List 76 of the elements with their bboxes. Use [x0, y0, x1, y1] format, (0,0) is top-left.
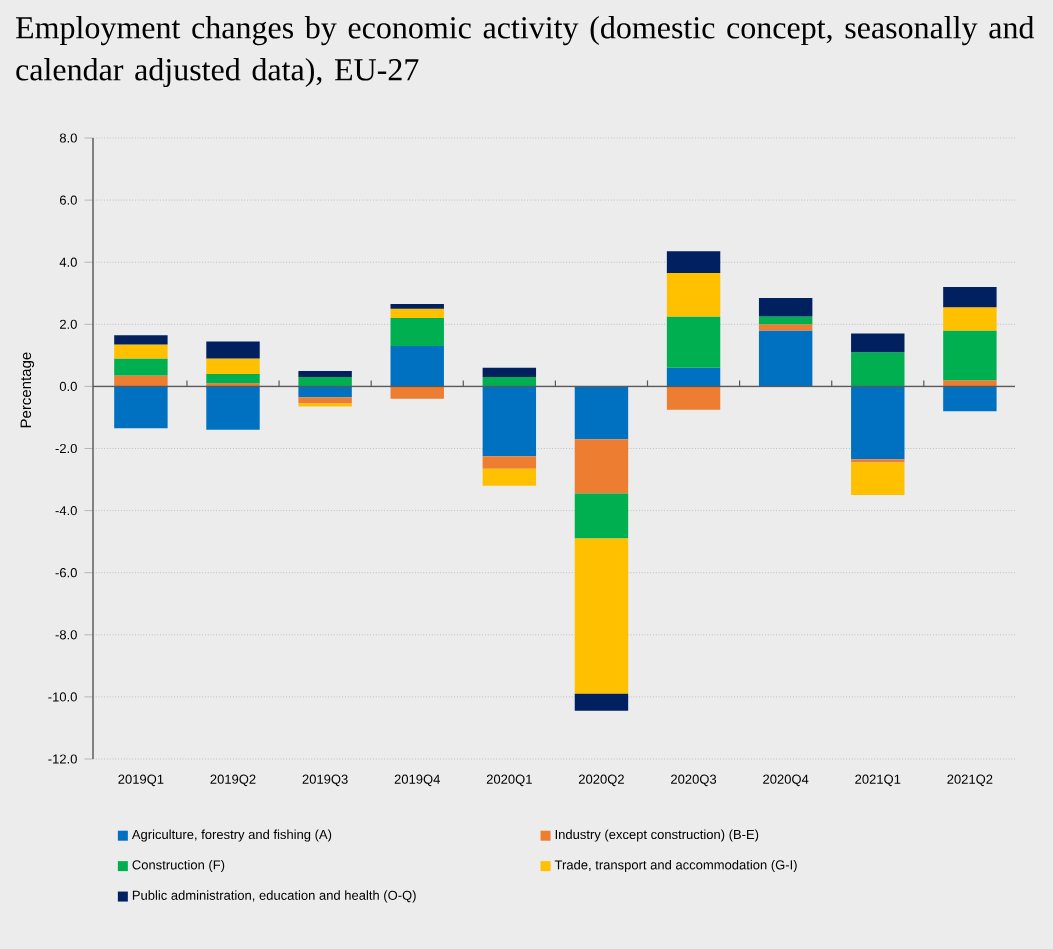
chart-title: Employment changes by economic activity (domestic concept, seasonally and calendar adjusted data), EU-27 [15, 16, 1035, 88]
bar [943, 386, 997, 412]
bar [482, 468, 537, 486]
legend-label: Agriculture, forestry and fishing (A) [131, 829, 332, 842]
y-tick-label: 0.0 [59, 381, 77, 391]
bar [758, 297, 813, 317]
x-tick-label: 2019Q3 [302, 774, 348, 787]
x-tick-label: 2020Q4 [763, 774, 809, 787]
bar [574, 693, 629, 711]
bar [390, 304, 444, 309]
bar [206, 373, 260, 384]
x-tick-label: 2019Q4 [394, 774, 440, 787]
y-tick-label: -2.0 [55, 443, 77, 454]
bar [390, 318, 444, 347]
x-tick-label: 2020Q3 [671, 774, 717, 787]
bar [482, 456, 537, 469]
bar [298, 397, 352, 404]
bar [114, 375, 168, 387]
bar [574, 538, 629, 694]
y-tick-label: 4.0 [59, 257, 77, 267]
bar [851, 333, 905, 353]
bar [114, 358, 168, 376]
legend-label: Public administration, education and health (O-Q) [132, 890, 416, 903]
bar [758, 324, 813, 331]
bar [390, 308, 444, 319]
x-tick-label: 2020Q2 [578, 774, 624, 787]
bar [390, 386, 444, 399]
x-tick-label: 2019Q2 [210, 774, 256, 787]
bar [851, 459, 905, 463]
bar [298, 386, 352, 398]
bar [298, 403, 352, 407]
bar [114, 386, 168, 429]
bar [206, 383, 260, 387]
bar [943, 287, 997, 308]
bar [851, 386, 905, 460]
bar [666, 367, 721, 387]
y-tick-label: -10.0 [48, 692, 77, 702]
y-tick-label: 2.0 [59, 319, 77, 329]
y-axis-title: Percentage [20, 352, 35, 428]
bar [666, 251, 721, 274]
bar [851, 462, 905, 496]
bar [298, 370, 352, 378]
bar [114, 335, 168, 345]
bar [482, 386, 537, 457]
x-tick-label: 2019Q1 [118, 774, 164, 787]
y-tick-label: -6.0 [55, 568, 77, 578]
bar [574, 439, 629, 494]
bar [298, 377, 352, 387]
bar [666, 273, 721, 317]
x-tick-label: 2021Q1 [855, 774, 901, 787]
bar [206, 386, 260, 430]
bar [206, 358, 260, 374]
y-tick-label: -4.0 [55, 506, 77, 516]
bar [666, 316, 721, 368]
bar [390, 346, 444, 387]
bar [943, 380, 997, 387]
y-tick-label: -12.0 [48, 754, 77, 764]
bar [851, 352, 905, 387]
legend-label: Industry (except construction) (B-E) [555, 829, 759, 842]
bar [482, 377, 537, 387]
legend-label: Construction (F) [132, 859, 225, 873]
legend-label: Trade, transport and accommodation (G-I) [554, 859, 797, 873]
bar [943, 307, 997, 331]
bar [574, 386, 629, 440]
bar [482, 367, 537, 378]
bar [943, 330, 997, 381]
y-tick-label: -8.0 [55, 630, 77, 640]
bar [206, 341, 260, 359]
y-tick-label: 8.0 [59, 133, 77, 143]
bar [114, 344, 168, 359]
bar [574, 493, 629, 539]
bar [758, 330, 813, 387]
x-tick-label: 2020Q1 [486, 774, 532, 787]
x-tick-label: 2021Q2 [947, 774, 993, 787]
bar [666, 386, 721, 410]
y-tick-label: 6.0 [59, 195, 77, 205]
